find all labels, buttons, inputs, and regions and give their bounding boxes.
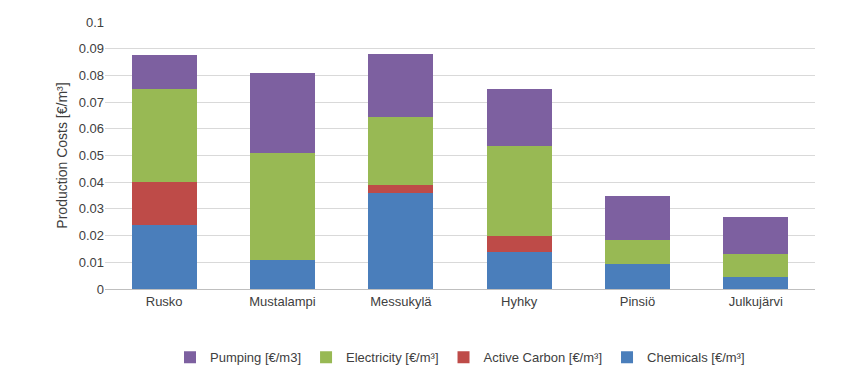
svg-text:Pumping [€/m3]: Pumping [€/m3] <box>210 350 301 365</box>
svg-text:0.04: 0.04 <box>79 175 104 190</box>
svg-text:Chemicals [€/m³]: Chemicals [€/m³] <box>647 350 745 365</box>
svg-text:Active Carbon [€/m³]: Active Carbon [€/m³] <box>484 350 603 365</box>
svg-text:0: 0 <box>97 282 104 297</box>
svg-text:Julkujärvi: Julkujärvi <box>729 294 783 309</box>
svg-text:0.1: 0.1 <box>86 15 104 30</box>
svg-text:0.01: 0.01 <box>79 255 104 270</box>
svg-text:Messukylä: Messukylä <box>370 294 432 309</box>
svg-text:0.09: 0.09 <box>79 41 104 56</box>
svg-text:0.02: 0.02 <box>79 228 104 243</box>
svg-text:Electricity [€/m³]: Electricity [€/m³] <box>346 350 438 365</box>
svg-text:Rusko: Rusko <box>146 294 183 309</box>
svg-text:Mustalampi: Mustalampi <box>249 294 316 309</box>
svg-text:Pinsiö: Pinsiö <box>620 294 655 309</box>
svg-text:0.06: 0.06 <box>79 121 104 136</box>
svg-text:0.05: 0.05 <box>79 148 104 163</box>
svg-text:Production Costs [€/m³]: Production Costs [€/m³] <box>54 82 70 228</box>
svg-text:0.03: 0.03 <box>79 201 104 216</box>
svg-text:Hyhky: Hyhky <box>501 294 538 309</box>
svg-text:0.08: 0.08 <box>79 68 104 83</box>
svg-text:0.07: 0.07 <box>79 95 104 110</box>
